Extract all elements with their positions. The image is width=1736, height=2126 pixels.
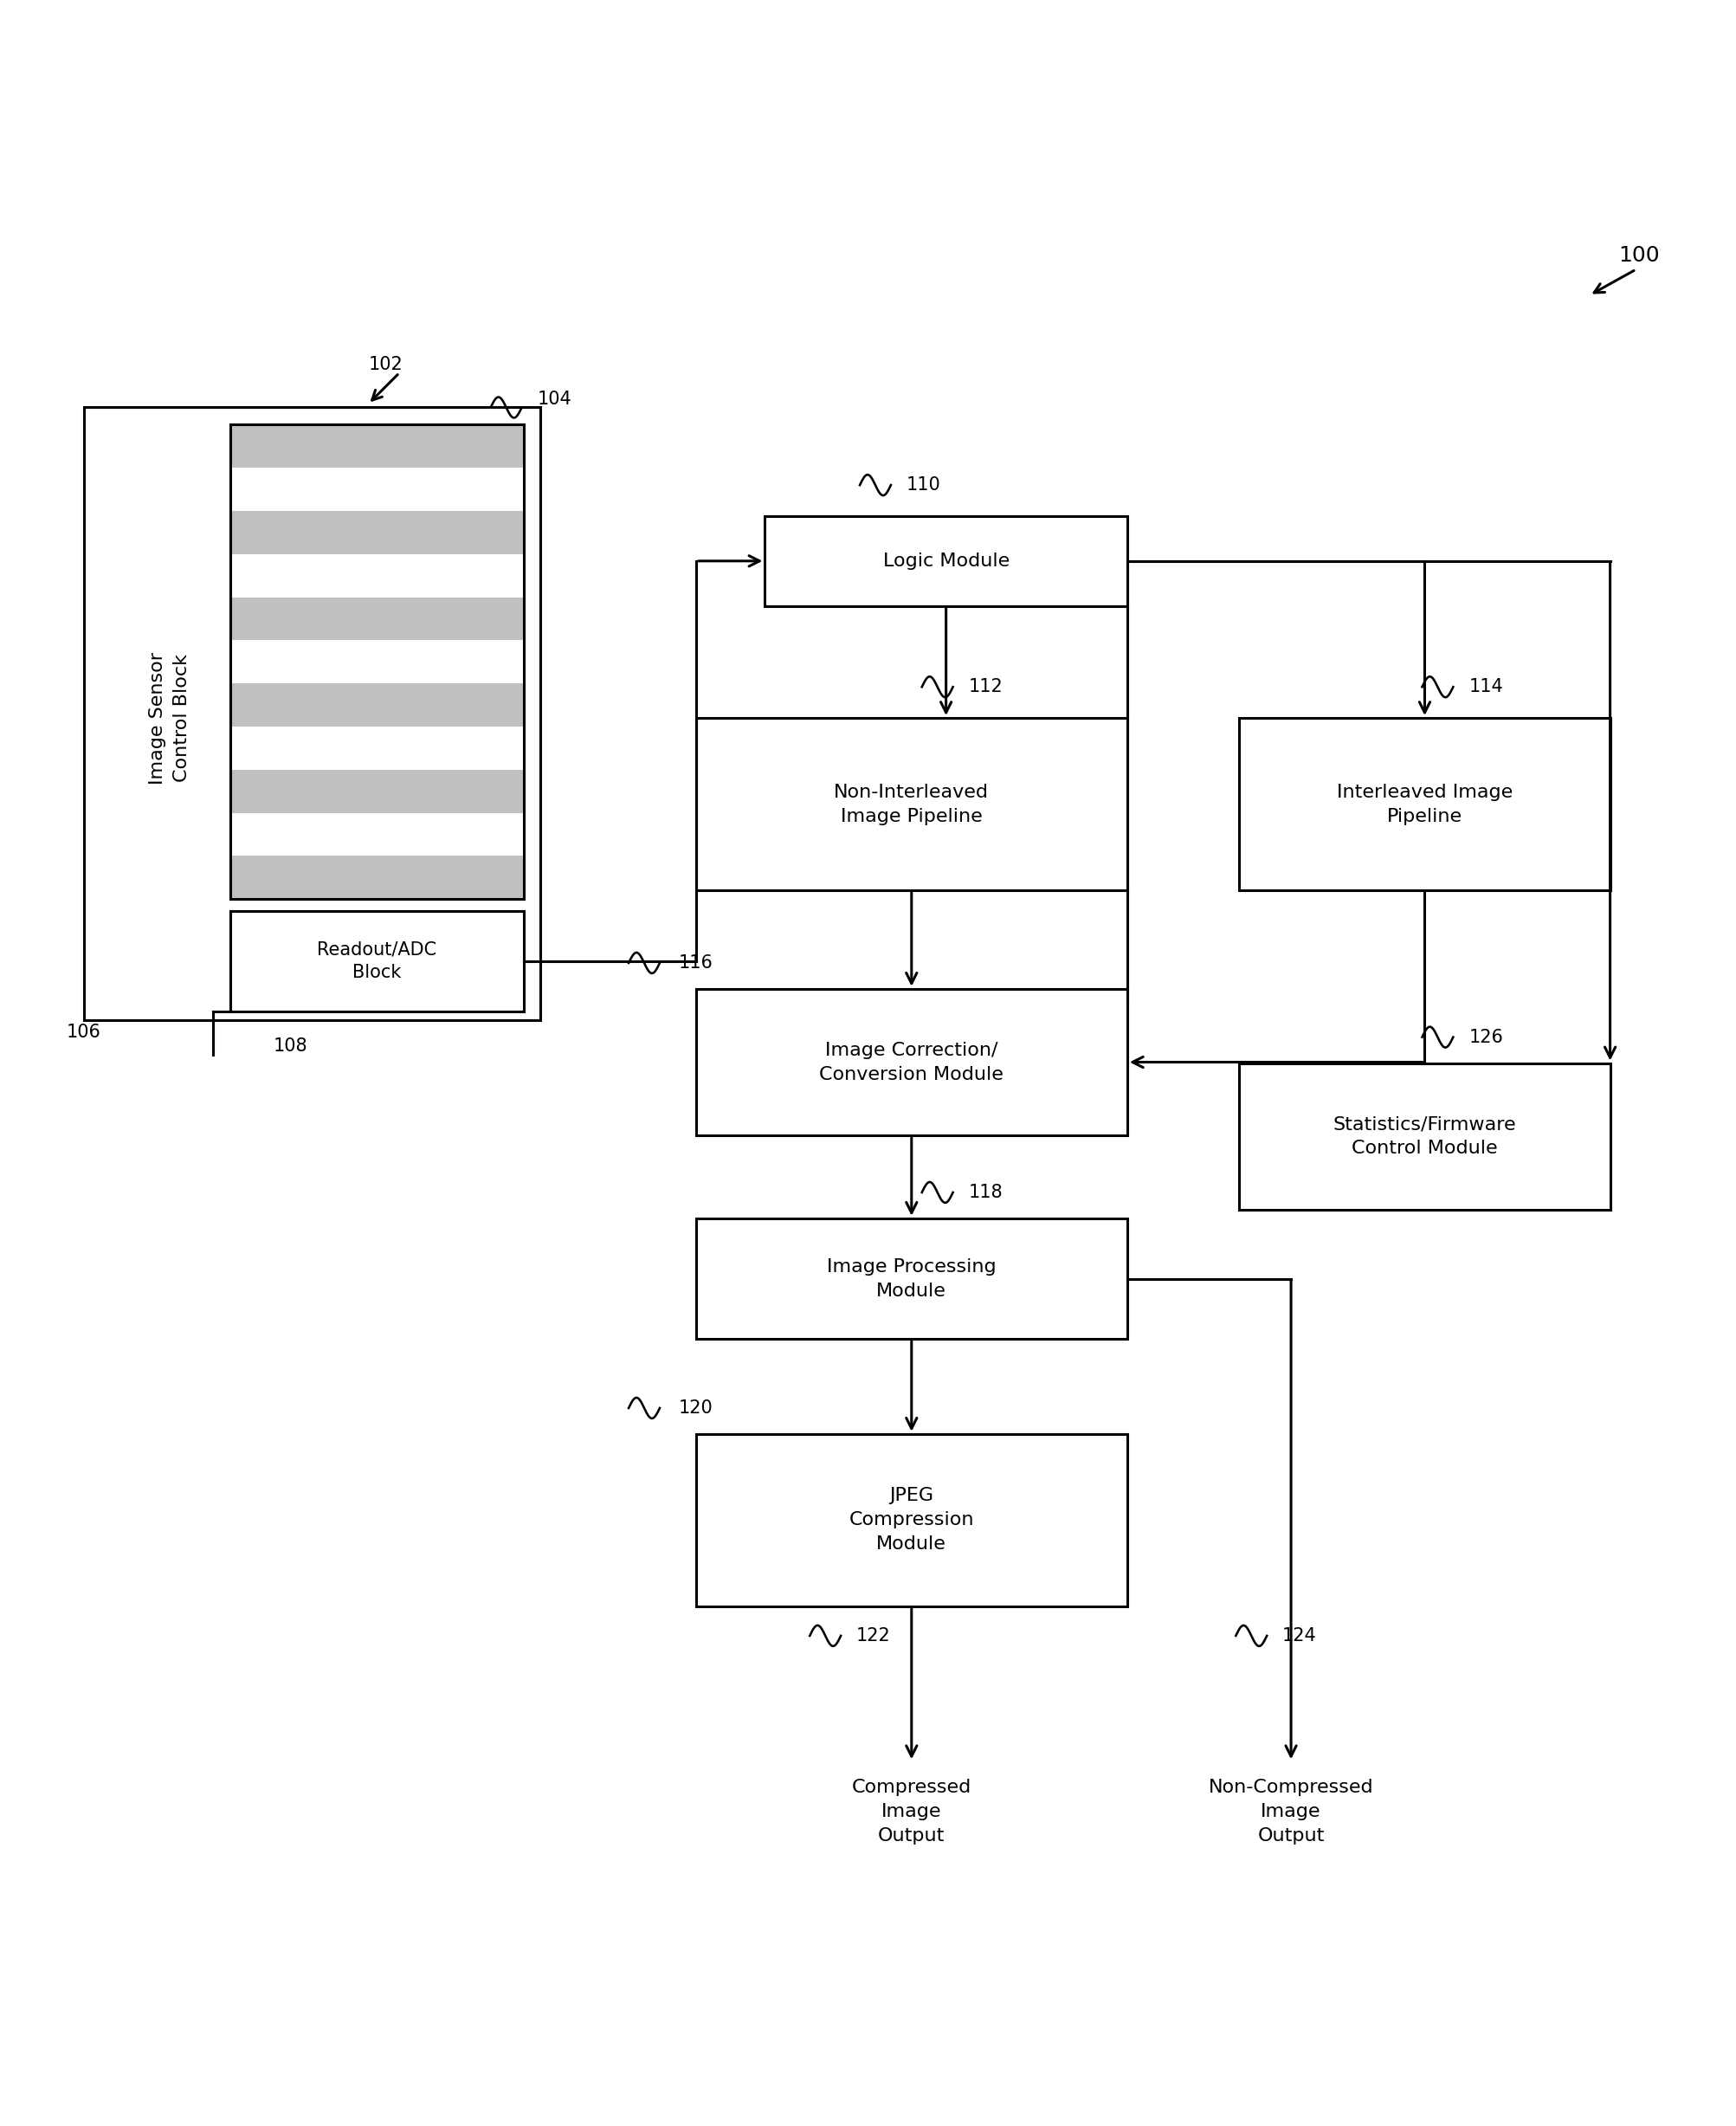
FancyBboxPatch shape (1240, 1063, 1609, 1210)
Text: Logic Module: Logic Module (882, 553, 1009, 570)
FancyBboxPatch shape (696, 989, 1127, 1135)
Text: 114: 114 (1469, 678, 1502, 695)
FancyBboxPatch shape (696, 1433, 1127, 1607)
Text: 124: 124 (1281, 1626, 1316, 1643)
Text: 110: 110 (906, 476, 941, 493)
Text: 102: 102 (368, 355, 403, 372)
Text: Compressed
Image
Output: Compressed Image Output (851, 1779, 970, 1845)
Text: 116: 116 (679, 955, 713, 972)
Text: Readout/ADC
Block: Readout/ADC Block (318, 942, 436, 982)
FancyBboxPatch shape (696, 719, 1127, 891)
FancyBboxPatch shape (764, 517, 1127, 606)
Bar (231, 640, 523, 682)
Bar (231, 682, 523, 727)
Text: 112: 112 (969, 678, 1002, 695)
Text: Image Processing
Module: Image Processing Module (826, 1259, 996, 1299)
Text: Interleaved Image
Pipeline: Interleaved Image Pipeline (1337, 784, 1512, 825)
Bar (231, 857, 523, 899)
Text: 108: 108 (273, 1037, 307, 1054)
Text: 106: 106 (66, 1023, 101, 1040)
Text: 126: 126 (1469, 1029, 1502, 1046)
Bar (231, 510, 523, 555)
FancyBboxPatch shape (1240, 719, 1609, 891)
Text: Non-Interleaved
Image Pipeline: Non-Interleaved Image Pipeline (833, 784, 988, 825)
Bar (231, 770, 523, 812)
Text: 122: 122 (856, 1626, 891, 1643)
Bar (231, 597, 523, 640)
Bar (231, 425, 523, 468)
Text: Image Sensor
Control Block: Image Sensor Control Block (149, 653, 191, 784)
FancyBboxPatch shape (231, 912, 523, 1012)
Text: Image Correction/
Conversion Module: Image Correction/ Conversion Module (819, 1042, 1003, 1082)
Bar (231, 468, 523, 510)
Text: Statistics/Firmware
Control Module: Statistics/Firmware Control Module (1333, 1116, 1516, 1157)
Text: Non-Compressed
Image
Output: Non-Compressed Image Output (1208, 1779, 1373, 1845)
Text: 118: 118 (969, 1184, 1002, 1201)
Bar (231, 555, 523, 597)
FancyBboxPatch shape (83, 408, 540, 1020)
FancyBboxPatch shape (696, 1218, 1127, 1339)
Text: JPEG
Compression
Module: JPEG Compression Module (849, 1488, 974, 1554)
Bar (231, 812, 523, 857)
Bar (231, 727, 523, 770)
Text: 120: 120 (679, 1399, 713, 1416)
Text: 100: 100 (1618, 244, 1660, 266)
Text: 104: 104 (536, 391, 571, 408)
